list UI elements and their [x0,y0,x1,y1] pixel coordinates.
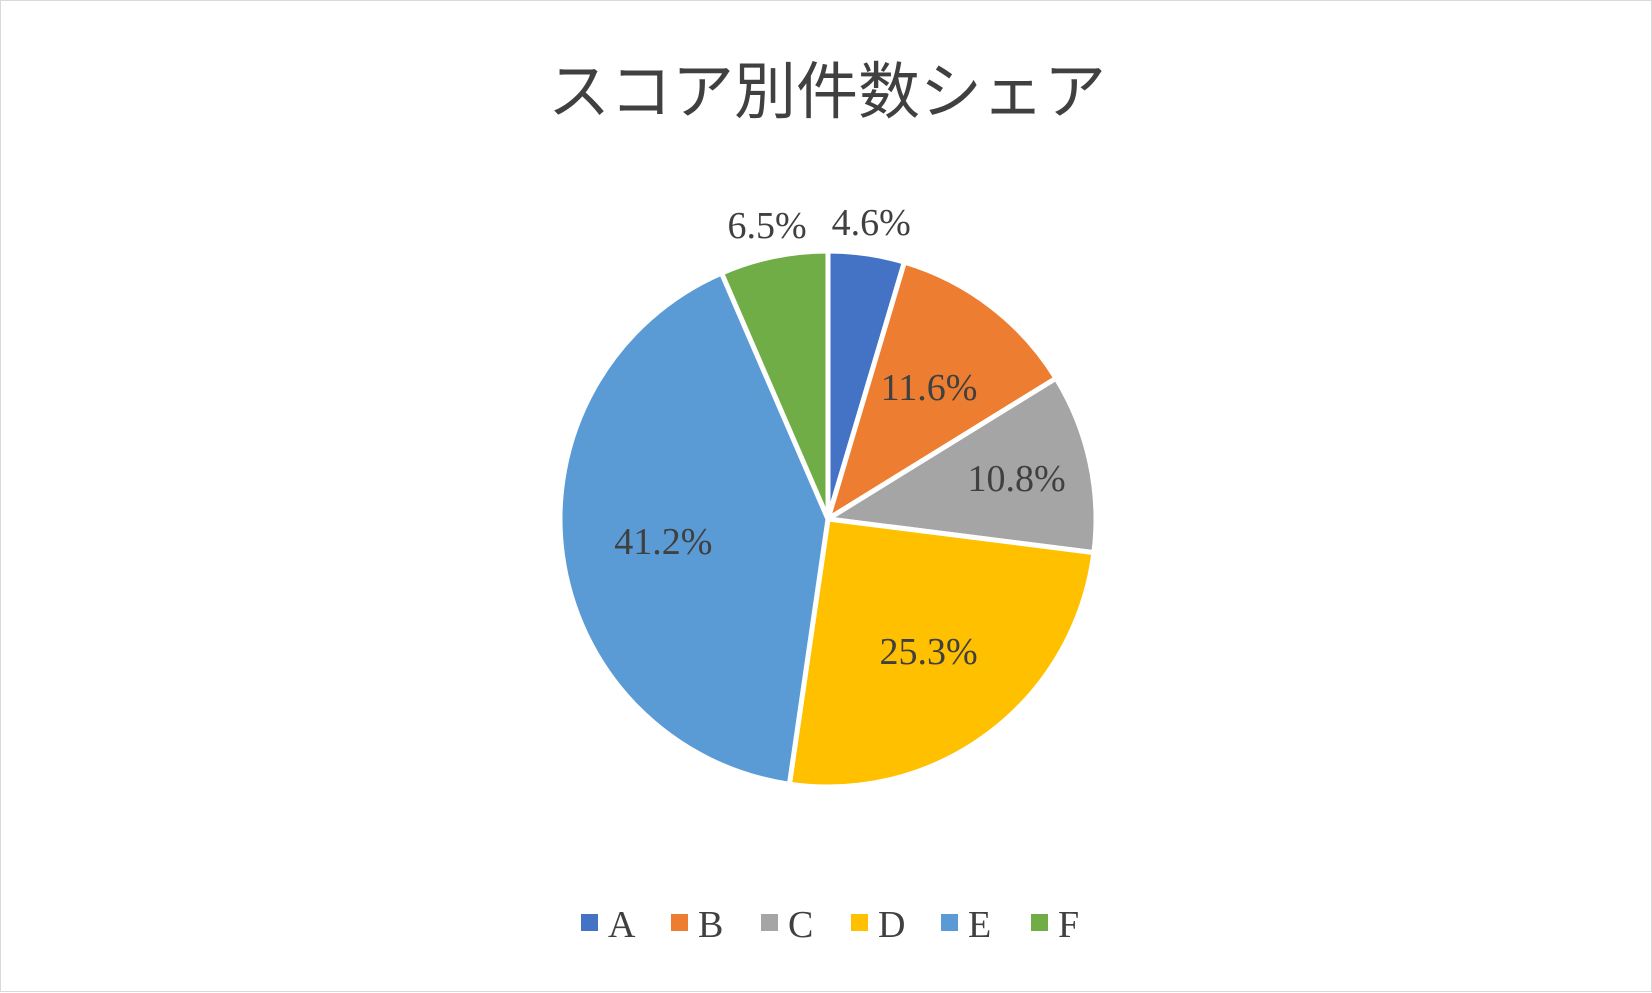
chart-title: スコア別件数シェア [548,59,1106,127]
legend-label-C: C [788,904,813,946]
legend-swatch-E [941,914,958,931]
data-label-C: 10.8% [967,458,1065,500]
legend-label-B: B [698,904,723,946]
data-label-D: 25.3% [880,631,978,673]
legend-label-E: E [968,904,991,946]
pie-slice-D [786,516,1097,790]
data-label-E: 41.2% [614,521,712,563]
pie-slice-E [557,270,831,787]
legend-swatch-C [761,914,778,931]
pie-slice-B [825,259,1059,522]
legend-swatch-B [671,914,688,931]
legend-label-D: D [878,904,905,946]
data-label-F: 6.5% [728,205,807,247]
data-label-B: 11.6% [881,367,978,409]
pie-slice-C [825,375,1099,556]
legend-swatch-A [581,914,598,931]
data-label-A: 4.6% [832,202,911,244]
legend-swatch-D [851,914,868,931]
pie-slice-F [719,248,831,522]
legend-label-A: A [608,904,636,946]
legend-label-F: F [1058,904,1079,946]
legend-swatch-F [1031,914,1048,931]
